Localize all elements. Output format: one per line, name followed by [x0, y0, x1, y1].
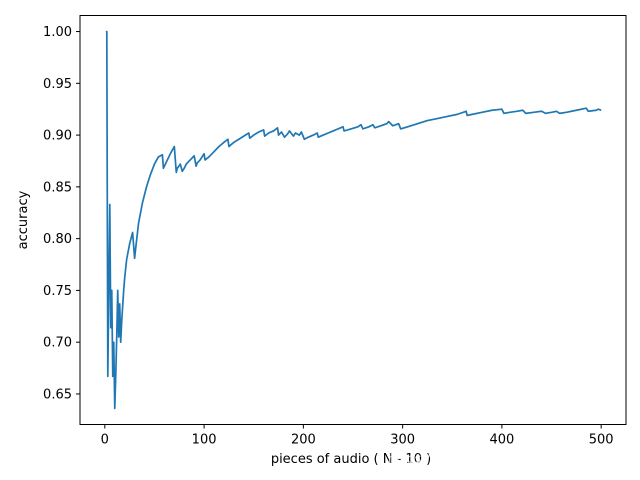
series-line-0 [105, 30, 602, 410]
x-axis-label: pieces of audio ( N - 10 ) [271, 452, 431, 467]
y-tick-label: 0.90 [43, 129, 72, 144]
x-axis-ticks: 0 100 200 300 400 500 [101, 424, 614, 448]
x-tick-label: 200 [291, 433, 316, 448]
plot-frame [79, 15, 627, 425]
y-tick-label: 0.75 [43, 284, 72, 299]
plot-area [80, 15, 626, 425]
y-tick-label: 0.85 [43, 180, 72, 195]
x-tick-label: 400 [489, 433, 514, 448]
y-tick-label: 0.95 [43, 77, 72, 92]
y-axis-label: accuracy [16, 190, 31, 249]
x-tick-label: 0 [101, 433, 109, 448]
y-tick-label: 0.70 [43, 336, 72, 351]
series-layer [105, 30, 602, 410]
y-tick-label: 1.00 [43, 25, 72, 40]
y-tick-label: 0.65 [43, 387, 72, 402]
watermark-text: https://blog.csdn.net/search_129_hr [388, 452, 622, 467]
x-tick-label: 300 [390, 433, 415, 448]
x-tick-label: 500 [589, 433, 614, 448]
x-tick-label: 100 [192, 433, 217, 448]
y-axis-ticks: 0.65 0.70 0.75 0.80 0.85 0.90 0.95 1.00 [43, 25, 80, 402]
y-tick-label: 0.80 [43, 232, 72, 247]
